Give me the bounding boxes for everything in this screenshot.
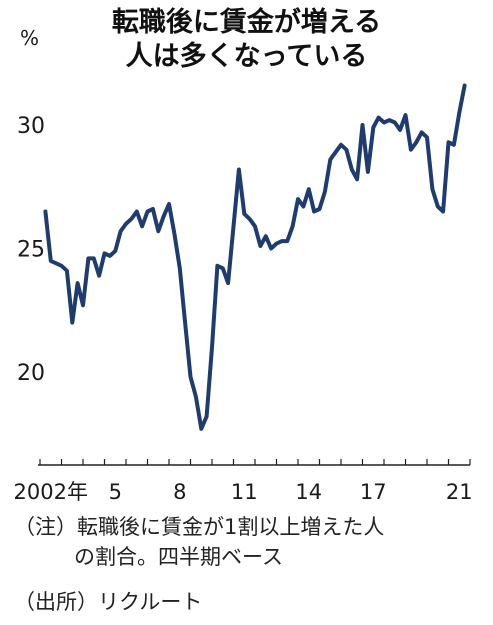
note-line-2: の割合。四半期ベース (74, 545, 283, 569)
x-tick-label: 2002年 (14, 480, 88, 504)
x-tick-label: 11 (231, 480, 258, 504)
y-tick-label: 20 (17, 361, 45, 386)
x-tick-label: 21 (446, 480, 473, 504)
y-tick-label: 30 (17, 114, 45, 139)
x-tick-label: 5 (109, 480, 122, 504)
source-note: （出所）リクルート (14, 590, 203, 614)
y-tick-label: 25 (17, 238, 45, 263)
x-axis-ticks: 2002年 5 8 11 14 17 21 (14, 459, 473, 504)
x-tick-label: 8 (173, 480, 186, 504)
y-axis-ticks: 20 25 30 (17, 114, 45, 386)
x-tick-label: 17 (360, 480, 387, 504)
series-line (43, 83, 467, 431)
y-unit-label: % (20, 26, 39, 50)
x-tick-label: 14 (295, 480, 322, 504)
chart-title: 転職後に賃金が増える 人は多くなっている (0, 6, 493, 74)
title-line-1: 転職後に賃金が増える (111, 7, 382, 38)
title-line-2: 人は多くなっている (125, 41, 368, 72)
note-line-1: （注）転職後に賃金が1割以上増えた人 (14, 515, 385, 539)
